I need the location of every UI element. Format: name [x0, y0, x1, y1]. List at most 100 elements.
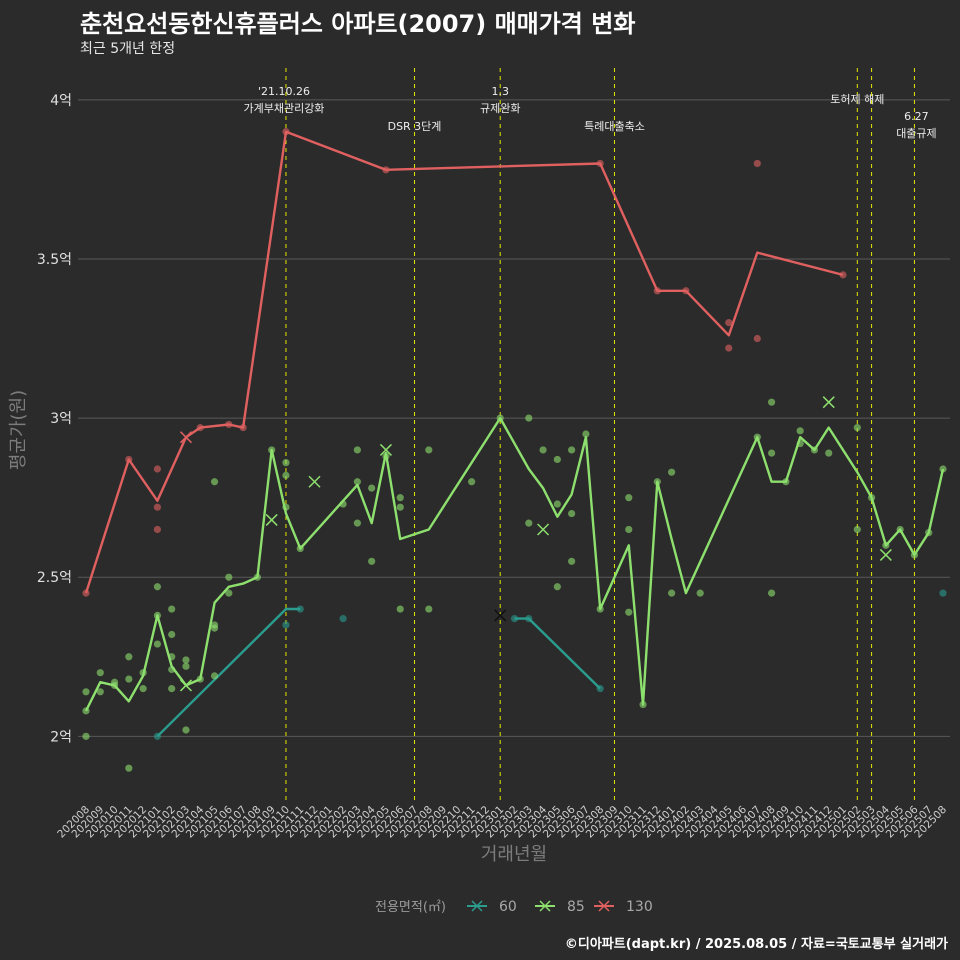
data-point-130	[753, 334, 761, 343]
data-point-85	[867, 494, 876, 502]
data-point-85	[768, 589, 776, 597]
event-label-text: 대출규제	[896, 127, 936, 140]
y-axis-title: 평균가(원)	[8, 390, 29, 470]
data-point-60	[282, 621, 290, 629]
data-point-85	[525, 519, 533, 527]
data-point-85	[168, 605, 176, 613]
data-point-60	[153, 732, 162, 740]
data-cross-60	[494, 609, 507, 622]
data-point-130	[225, 420, 233, 429]
data-point-85	[368, 484, 376, 492]
data-point-85	[582, 430, 590, 438]
grid-lines	[78, 99, 950, 737]
data-point-85	[896, 525, 904, 534]
data-point-85	[768, 398, 776, 406]
data-point-130	[153, 465, 162, 473]
data-point-85	[282, 471, 290, 479]
data-point-60	[939, 589, 947, 597]
data-point-85	[596, 605, 604, 613]
data-point-130	[725, 319, 733, 327]
y-tick-label: 3억	[50, 411, 72, 427]
event-label-text: 규제완화	[480, 102, 520, 115]
data-point-85	[125, 764, 133, 772]
data-point-130	[596, 159, 604, 168]
data-point-130	[282, 128, 290, 136]
series-lines	[84, 130, 945, 738]
data-point-130	[725, 344, 733, 352]
legend-swatch-cross	[471, 900, 483, 912]
data-point-85	[210, 478, 219, 486]
event-label-date: '21.10.26	[258, 85, 310, 98]
data-point-85	[125, 675, 133, 683]
data-point-85	[168, 665, 176, 674]
data-point-85	[568, 557, 576, 565]
data-point-85	[168, 653, 176, 661]
data-point-85	[82, 732, 90, 740]
data-point-85	[753, 433, 761, 441]
data-point-85	[425, 446, 433, 454]
event-label-text: 토허제 해제	[830, 92, 884, 106]
event-label-text: 특례대출축소	[584, 120, 645, 133]
data-point-85	[825, 449, 833, 457]
data-point-85	[153, 583, 162, 591]
data-point-85	[496, 414, 504, 422]
data-point-85	[353, 478, 361, 486]
data-point-85	[210, 621, 219, 629]
data-point-85	[553, 455, 561, 464]
data-point-60	[296, 605, 304, 613]
data-point-85	[282, 503, 290, 511]
data-point-60	[596, 685, 604, 693]
chart-title: 춘천요선동한신휴플러스 아파트(2007) 매매가격 변화	[80, 10, 636, 38]
data-point-85	[353, 446, 361, 454]
data-point-85	[796, 439, 804, 448]
legend-item-label: 130	[626, 899, 653, 915]
data-point-85	[382, 452, 390, 460]
data-point-60	[339, 614, 347, 623]
data-cross-85	[879, 548, 892, 561]
chart-subtitle: 최근 5개년 한정	[80, 41, 176, 57]
x-axis-ticks: 2020082020092020102020112020122021012021…	[55, 803, 949, 840]
data-point-85	[653, 478, 661, 486]
data-point-85	[925, 529, 933, 537]
legend-item-label: 85	[567, 899, 585, 915]
data-point-85	[396, 605, 404, 613]
data-point-85	[210, 672, 219, 680]
legend-swatch-cross	[539, 900, 551, 912]
data-point-85	[82, 688, 90, 696]
legend-swatch-cross	[598, 900, 610, 912]
data-point-130	[839, 271, 847, 279]
event-label-text: DSR 3단계	[388, 120, 442, 133]
data-point-85	[553, 583, 561, 591]
legend-title: 전용면적(㎡)	[375, 900, 446, 915]
data-point-85	[268, 446, 276, 454]
data-points	[82, 128, 947, 772]
data-point-85	[153, 611, 162, 620]
legend: 전용면적(㎡) 60 85 130	[375, 899, 653, 915]
data-point-85	[353, 519, 361, 527]
data-cross-85	[265, 513, 278, 526]
data-point-85	[853, 424, 861, 432]
data-point-130	[82, 589, 90, 597]
data-point-85	[196, 675, 204, 683]
data-point-85	[253, 573, 261, 581]
data-point-85	[168, 630, 176, 639]
data-point-85	[939, 465, 947, 473]
data-point-85	[282, 459, 290, 467]
data-point-85	[625, 494, 633, 502]
data-point-130	[125, 455, 133, 464]
data-point-60	[525, 614, 533, 623]
series-line-130	[84, 130, 844, 594]
data-point-85	[125, 653, 133, 661]
data-point-85	[539, 446, 547, 454]
y-axis-ticks: 2억 2.5억 3억 3.5억 4억	[37, 93, 72, 746]
data-point-85	[796, 427, 804, 435]
footer-credit: ©디아파트(dapt.kr) / 2025.08.05 / 자료=국토교통부 실…	[564, 937, 948, 952]
data-cross-85	[537, 523, 550, 536]
data-point-85	[153, 640, 162, 648]
series-line-60	[156, 607, 301, 738]
data-point-85	[168, 685, 176, 693]
data-point-85	[182, 726, 190, 734]
data-point-130	[682, 287, 690, 295]
